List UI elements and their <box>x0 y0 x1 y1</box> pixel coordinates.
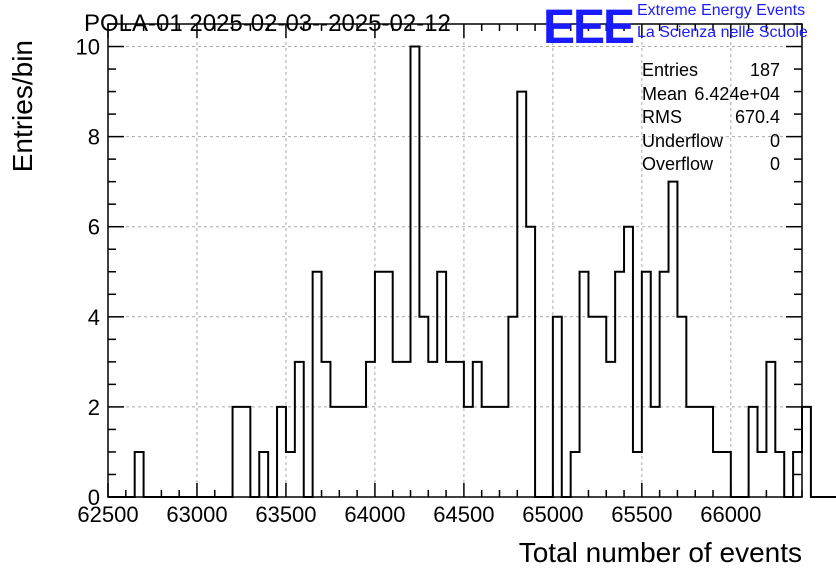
x-tick-label: 64500 <box>433 502 494 527</box>
logo-line-2: La Scienza nelle Scuole <box>637 24 808 41</box>
x-tick-label: 65500 <box>611 502 672 527</box>
histogram-bin <box>669 182 678 497</box>
histogram-bin <box>419 317 428 497</box>
stat-value: 0 <box>769 130 780 151</box>
histogram-bin <box>517 92 526 497</box>
histogram-bin <box>411 47 420 497</box>
y-tick-label: 0 <box>88 485 100 510</box>
histogram-bin <box>704 407 713 497</box>
x-tick-label: 66000 <box>700 502 761 527</box>
histogram-bin <box>615 272 624 497</box>
x-axis-label: Total number of events <box>519 537 802 568</box>
stat-row-entries: Entries 187 <box>642 60 780 84</box>
y-axis-label: Entries/bin <box>7 40 38 172</box>
histogram-step-line <box>108 45 836 498</box>
histogram-bin <box>802 407 811 497</box>
histogram-bin <box>135 452 144 497</box>
stat-row-rms: RMS 670.4 <box>642 107 780 131</box>
histogram-bin <box>775 452 784 497</box>
histogram-bin <box>455 362 464 497</box>
x-tick-label: 63500 <box>255 502 316 527</box>
x-tick-label: 65000 <box>522 502 583 527</box>
histogram-bin <box>642 272 651 497</box>
stat-label: Entries <box>642 60 699 80</box>
histogram-bin <box>375 272 384 497</box>
axes <box>107 23 803 498</box>
histogram-bin <box>259 452 268 497</box>
histogram-bin <box>473 362 482 497</box>
stat-label: Overflow <box>642 154 714 174</box>
histogram-bin <box>597 317 606 497</box>
histogram-bin <box>677 317 686 497</box>
histogram-bin <box>384 272 393 497</box>
histogram-bin <box>713 452 722 497</box>
histogram-bin <box>446 362 455 497</box>
histogram-bin <box>366 362 375 497</box>
eee-logo: EEE <box>543 1 635 54</box>
histogram-bin <box>651 407 660 497</box>
tick-labels: 62500 63000 63500 64000 64500 65000 65500 66000… <box>76 35 762 527</box>
logo-line-1: Extreme Energy Events <box>637 2 806 19</box>
histogram-bin <box>508 317 517 497</box>
stat-value: 670.4 <box>734 107 780 127</box>
histogram-bin <box>348 407 357 497</box>
histogram-bin <box>606 362 615 497</box>
stat-row-mean: Mean 6.424e+04 <box>642 84 780 108</box>
x-tick-label: 62500 <box>77 502 138 527</box>
histogram-bin <box>313 272 322 497</box>
histogram-bin <box>633 452 642 497</box>
histogram-bin <box>571 452 580 497</box>
stats-box: Entries 187 Mean 6.424e+04 RMS 670.4 Und… <box>642 60 780 178</box>
histogram-bin <box>722 452 731 497</box>
y-tick-label: 8 <box>88 125 100 150</box>
y-tick-label: 4 <box>88 305 100 330</box>
y-tick-label: 10 <box>76 35 100 60</box>
histogram-bin <box>482 407 491 497</box>
histogram-bin <box>624 227 633 497</box>
stat-label: Mean <box>642 83 688 104</box>
y-tick-label: 2 <box>88 395 100 420</box>
histogram-bin <box>402 362 411 497</box>
histogram-bin <box>295 362 304 497</box>
histogram-bin <box>588 317 597 497</box>
histogram-bin <box>322 362 331 497</box>
histogram-bin <box>553 317 562 497</box>
histogram-bin <box>749 407 758 497</box>
histogram-bin <box>428 362 437 497</box>
histogram-bin <box>526 227 535 497</box>
stat-value: 0 <box>769 154 780 174</box>
histogram-bin <box>660 272 669 497</box>
stat-row-overflow: Overflow 0 <box>642 154 780 178</box>
stat-label: RMS <box>642 107 682 127</box>
histogram-bin <box>491 407 500 497</box>
histogram-bin <box>241 407 250 497</box>
x-tick-label: 63000 <box>166 502 227 527</box>
chart-title: POLA-01 2025-02-03--2025-02-12 <box>84 10 451 37</box>
x-tick-label: 64000 <box>344 502 405 527</box>
histogram-bin <box>686 407 695 497</box>
y-tick-label: 6 <box>88 215 100 240</box>
stat-value: 6.424e+04 <box>694 83 780 104</box>
stat-row-underflow: Underflow 0 <box>642 131 780 155</box>
histogram-bin <box>233 407 242 497</box>
histogram-bin <box>499 407 508 497</box>
histogram-bin <box>793 452 802 497</box>
histogram-bin <box>277 407 286 497</box>
stat-label: Underflow <box>642 130 724 151</box>
histogram-bin <box>357 407 366 497</box>
plot-frame <box>107 23 803 498</box>
histogram-bin <box>695 407 704 497</box>
histogram-bin <box>339 407 348 497</box>
histogram-bin <box>464 407 473 497</box>
histogram-bin <box>766 362 775 497</box>
histogram-bin <box>758 452 767 497</box>
histogram-bin <box>580 272 589 497</box>
histogram-bin <box>286 452 295 497</box>
histogram-bin <box>437 272 446 497</box>
stat-value: 187 <box>749 60 780 80</box>
histogram-bin <box>330 407 339 497</box>
histogram-bin <box>393 362 402 497</box>
